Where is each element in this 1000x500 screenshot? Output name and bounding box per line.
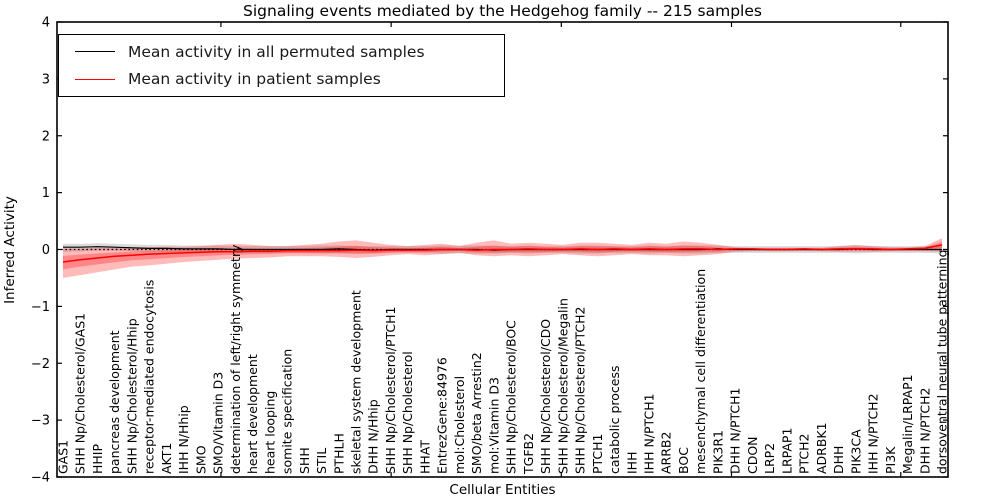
x-tick-label: SHH Np/Cholesterol/CDO bbox=[538, 319, 553, 474]
y-tick-label: 3 bbox=[42, 72, 50, 87]
x-tick-label: mol:Cholesterol bbox=[452, 376, 467, 474]
x-tick-label: HHIP bbox=[90, 444, 105, 474]
x-tick-label: DHH N/PTCH1 bbox=[728, 388, 743, 474]
x-tick-label: LRP2 bbox=[762, 443, 777, 474]
x-tick-label: IHH bbox=[624, 452, 639, 475]
x-tick-label: ARRB2 bbox=[659, 432, 674, 474]
x-tick-label: SHH Np/Cholesterol bbox=[400, 351, 415, 474]
y-tick-label: −4 bbox=[31, 471, 50, 486]
x-tick-label: PIK3CA bbox=[848, 429, 863, 474]
x-tick-label: IHH N/Hhip bbox=[176, 405, 191, 474]
x-tick-label: SMO/Vitamin D3 bbox=[211, 372, 226, 474]
x-tick-label: TGFB2 bbox=[521, 433, 536, 475]
x-tick-label: SMO bbox=[193, 445, 208, 474]
x-tick-label: pancreas development bbox=[107, 330, 122, 474]
patient-band-outer bbox=[63, 238, 942, 278]
x-tick-label: PTCH2 bbox=[797, 433, 812, 474]
legend-row-patient: Mean activity in patient samples bbox=[59, 66, 504, 92]
x-tick-label: PTCH1 bbox=[590, 433, 605, 474]
x-tick-label: SHH bbox=[297, 447, 312, 474]
x-tick-label: DHH N/Hhip bbox=[366, 399, 381, 474]
x-tick-label: SHH Np/Cholesterol/Megalin bbox=[555, 298, 570, 474]
y-tick-label: 0 bbox=[42, 243, 50, 258]
x-tick-label: AKT1 bbox=[159, 443, 174, 474]
x-tick-label: IHH N/PTCH2 bbox=[866, 393, 881, 474]
patient-line-sample bbox=[75, 78, 115, 80]
x-tick-label: ADRBK1 bbox=[814, 422, 829, 474]
x-tick-label: heart looping bbox=[262, 391, 277, 474]
x-tick-label: DHH bbox=[831, 446, 846, 474]
y-tick-label: 4 bbox=[42, 16, 50, 31]
x-tick-label: Megalin/LRPAP1 bbox=[900, 374, 915, 474]
legend-label-patient: Mean activity in patient samples bbox=[128, 70, 381, 89]
x-tick-label: BOC bbox=[676, 447, 691, 474]
legend-row-permuted: Mean activity in all permuted samples bbox=[59, 39, 504, 65]
x-tick-label: PIK3R1 bbox=[710, 430, 725, 474]
x-tick-label: heart development bbox=[245, 354, 260, 474]
x-axis-label: Cellular Entities bbox=[449, 482, 556, 498]
x-tick-label: IHH N/PTCH1 bbox=[642, 393, 657, 474]
x-tick-label: LRPAP1 bbox=[779, 428, 794, 474]
x-tick-label: PTHLH bbox=[331, 433, 346, 474]
patient-mean-line bbox=[62, 244, 943, 263]
x-tick-label: DHH N/PTCH2 bbox=[917, 388, 932, 474]
x-tick-label: mol:Vitamin D3 bbox=[486, 377, 501, 474]
x-tick-label: somite specification bbox=[280, 349, 295, 474]
x-tick-label: dorsoventral neural tube patterning bbox=[935, 250, 950, 475]
y-tick-label: 1 bbox=[42, 186, 50, 201]
x-tick-label: SHH Np/Cholesterol/GAS1 bbox=[73, 313, 88, 474]
x-tick-label: catabolic process bbox=[607, 365, 622, 474]
x-tick-label: SHH Np/Cholesterol/Hhip bbox=[124, 318, 139, 474]
x-tick-label: receptor-mediated endocytosis bbox=[142, 280, 157, 474]
x-tick-label: PI3K bbox=[883, 446, 898, 474]
legend: Mean activity in all permuted samples Me… bbox=[58, 34, 505, 97]
x-tick-label: SMO/beta Arrestin2 bbox=[469, 352, 484, 474]
y-tick-label: −3 bbox=[31, 414, 50, 429]
legend-label-permuted: Mean activity in all permuted samples bbox=[128, 42, 425, 61]
permuted-line-sample bbox=[75, 51, 115, 53]
x-tick-label: HHAT bbox=[417, 440, 432, 474]
x-tick-label: STIL bbox=[314, 448, 329, 474]
x-tick-label: determination of left/right symmetry bbox=[228, 244, 243, 474]
x-tick-label: SHH Np/Cholesterol/PTCH1 bbox=[383, 307, 398, 475]
x-tick-label: mesenchymal cell differentiation bbox=[693, 269, 708, 474]
x-tick-label: EntrezGene:84976 bbox=[435, 357, 450, 474]
x-tick-label: CDON bbox=[745, 436, 760, 474]
y-tick-label: 2 bbox=[42, 129, 50, 144]
x-tick-label: SHH Np/Cholesterol/PTCH2 bbox=[573, 307, 588, 475]
x-tick-label: skeletal system development bbox=[349, 290, 364, 474]
x-tick-label: GAS1 bbox=[56, 440, 71, 474]
x-tick-label: SHH Np/Cholesterol/BOC bbox=[504, 320, 519, 474]
y-tick-label: −1 bbox=[31, 300, 50, 315]
y-tick-label: −2 bbox=[31, 357, 50, 372]
chart-title: Signaling events mediated by the Hedgeho… bbox=[243, 2, 762, 20]
